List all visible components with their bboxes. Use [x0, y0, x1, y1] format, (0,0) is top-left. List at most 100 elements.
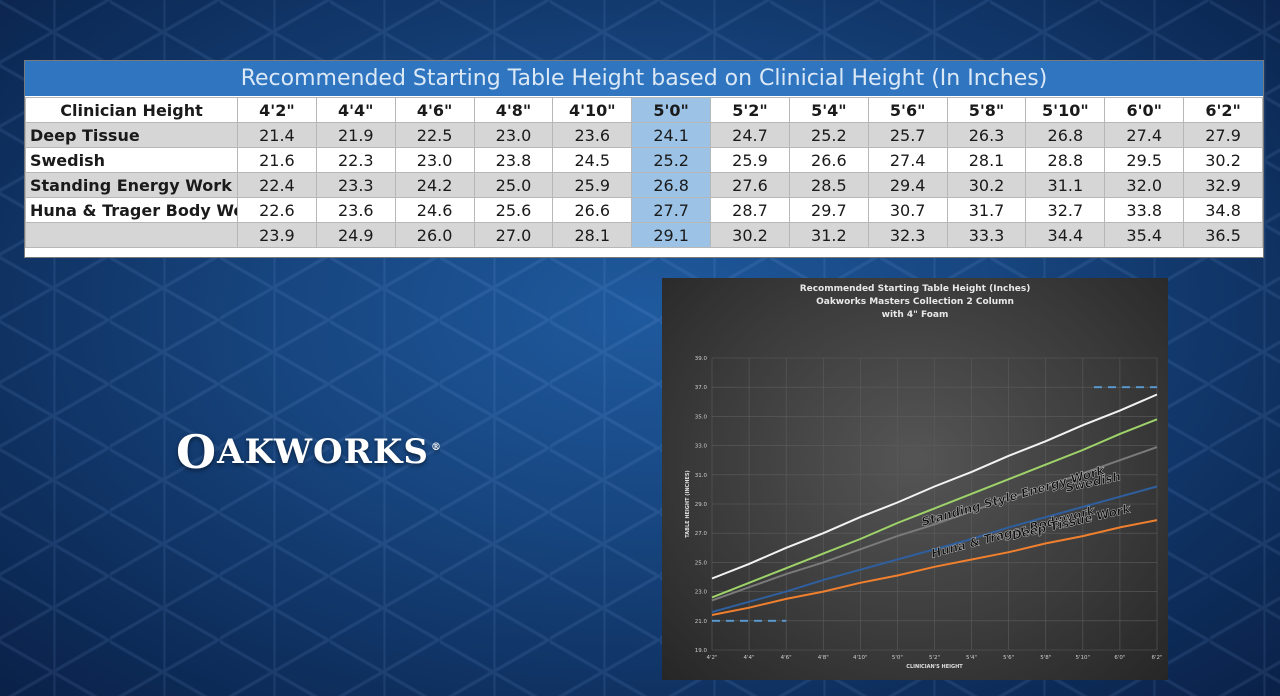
x-tick-label: 5'6" [1003, 655, 1014, 661]
chart-title-line-3: with 4" Foam [881, 310, 949, 320]
table-cell: 33.3 [946, 222, 1027, 248]
row-label: Swedish [25, 147, 238, 173]
table-cell: 25.6 [473, 197, 554, 223]
chart-title-line-1: Recommended Starting Table Height (Inche… [799, 284, 1031, 294]
table-cell: 28.1 [552, 222, 633, 248]
oakworks-logo: O AKWORKS ® [176, 428, 442, 476]
y-tick-label: 19.0 [695, 648, 708, 654]
table-cell: 27.9 [1183, 122, 1263, 148]
chart-plot: 19.0 21.0 23.0 25.0 27.0 29.0 31.0 33.0 35.0 37.0… [685, 356, 1163, 670]
table-cell: 22.6 [237, 197, 317, 223]
table-cell: 24.9 [315, 222, 396, 248]
header-label: Clinician Height [25, 97, 238, 123]
height-header: 4'10" [552, 97, 633, 123]
table-cell: 27.6 [710, 172, 790, 198]
table-cell: 23.8 [473, 147, 554, 173]
table-cell: 28.5 [788, 172, 869, 198]
table-cell: 31.2 [788, 222, 869, 248]
table-cell: 27.7 [631, 197, 712, 223]
y-tick-label: 23.0 [695, 590, 708, 596]
x-tick-label: 4'10" [853, 655, 868, 661]
table-row: Swedish 21.6 22.3 23.0 23.8 24.5 25.2 25.9 26.6 2… [25, 147, 1263, 173]
table-cell: 30.2 [946, 172, 1027, 198]
row-label: Deep Tissue [25, 122, 238, 148]
y-tick-label: 37.0 [695, 385, 708, 391]
series-line [711, 519, 1158, 616]
x-tick-label: 4'2" [706, 655, 717, 661]
table-cell: 21.9 [315, 122, 396, 148]
y-tick-label: 33.0 [695, 444, 708, 450]
table-cell: 25.9 [552, 172, 633, 198]
table-cell: 25.2 [631, 147, 712, 173]
table-cell: 24.5 [552, 147, 633, 173]
height-header: 5'8" [946, 97, 1027, 123]
height-header: 5'4" [788, 97, 869, 123]
line-chart: Recommended Starting Table Height (Inche… [662, 278, 1168, 680]
table-cell: 23.9 [237, 222, 317, 248]
table-cell: 32.0 [1104, 172, 1185, 198]
y-tick-label: 27.0 [695, 531, 708, 537]
series-line [711, 485, 1158, 613]
height-header: 6'0" [1104, 97, 1185, 123]
x-tick-label: 5'0" [892, 655, 903, 661]
y-tick-label: 31.0 [695, 473, 708, 479]
y-tick-label: 39.0 [695, 356, 708, 362]
height-header: 5'10" [1025, 97, 1106, 123]
table-cell: 32.7 [1025, 197, 1106, 223]
table-cell: 26.0 [394, 222, 475, 248]
table-cell: 28.1 [946, 147, 1027, 173]
table-cell: 23.0 [394, 147, 475, 173]
registered-mark: ® [430, 442, 442, 453]
table-cell: 21.6 [237, 147, 317, 173]
table-row: Deep Tissue 21.4 21.9 22.5 23.0 23.6 24.1 24.7 2… [25, 122, 1263, 148]
table-cell: 31.1 [1025, 172, 1106, 198]
y-tick-label: 25.0 [695, 560, 708, 566]
table-row: Standing Energy Work 22.4 23.3 24.2 25.0 25.9… [25, 172, 1263, 198]
table-cell: 26.8 [631, 172, 712, 198]
table-cell: 25.0 [473, 172, 554, 198]
table-cell: 30.2 [710, 222, 790, 248]
table-cell: 26.8 [1025, 122, 1106, 148]
height-header: 5'0" [631, 97, 712, 123]
table-cell: 27.0 [473, 222, 554, 248]
table-cell: 32.9 [1183, 172, 1263, 198]
table-cell: 26.3 [946, 122, 1027, 148]
x-tick-label: 4'8" [818, 655, 829, 661]
table-cell: 30.7 [867, 197, 948, 223]
height-header: 4'6" [394, 97, 475, 123]
row-label: Huna & Trager Body Work [25, 197, 238, 223]
table-cell: 29.5 [1104, 147, 1185, 173]
table-cell: 33.8 [1104, 197, 1185, 223]
table-cell: 23.6 [552, 122, 633, 148]
table-cell: 24.1 [631, 122, 712, 148]
table-row: Huna & Trager Body Work22.623.624.625.62… [25, 197, 1263, 223]
x-tick-label: 5'8" [1040, 655, 1051, 661]
table-cell: 21.4 [237, 122, 317, 148]
y-tick-label: 21.0 [695, 619, 708, 625]
height-header: 4'4" [315, 97, 396, 123]
height-header: 4'8" [473, 97, 554, 123]
table-cell: 35.4 [1104, 222, 1185, 248]
table-cell: 31.7 [946, 197, 1027, 223]
table-cell: 22.4 [237, 172, 317, 198]
table-cell: 29.7 [788, 197, 869, 223]
logo-wordmark: AKWORKS [217, 432, 429, 472]
x-tick-label: 5'4" [966, 655, 977, 661]
table-cell: 29.1 [631, 222, 712, 248]
table-cell: 27.4 [1104, 122, 1185, 148]
table-cell: 34.8 [1183, 197, 1263, 223]
y-tick-label: 29.0 [695, 502, 708, 508]
table-cell: 27.4 [867, 147, 948, 173]
table-cell: 23.3 [315, 172, 396, 198]
table-cell: 32.3 [867, 222, 948, 248]
chart-title: Recommended Starting Table Height (Inche… [662, 283, 1168, 322]
series-line [711, 446, 1158, 602]
table-cell: 28.7 [710, 197, 790, 223]
table-cell: 26.6 [552, 197, 633, 223]
x-tick-label: 6'0" [1114, 655, 1125, 661]
table-cell: 25.9 [710, 147, 790, 173]
x-tick-label: 4'6" [781, 655, 792, 661]
height-header: 4'2" [237, 97, 317, 123]
table-cell: 24.6 [394, 197, 475, 223]
header-row: Clinician Height 4'2" 4'4" 4'6" 4'8" 4'10" 5'0… [25, 97, 1263, 123]
